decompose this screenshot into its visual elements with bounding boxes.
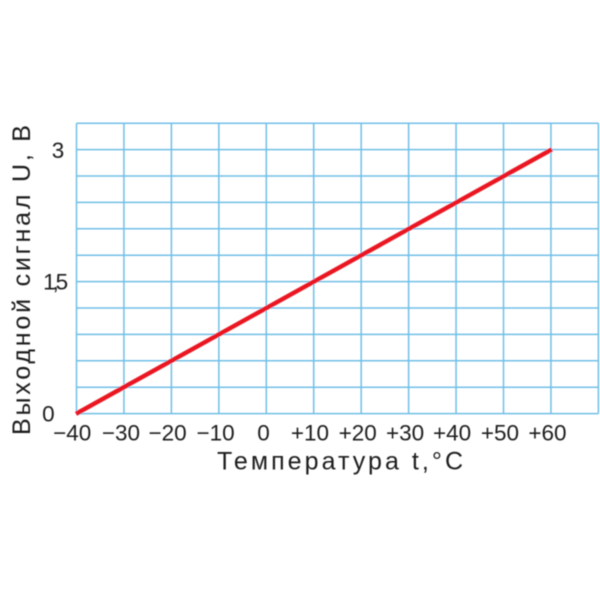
svg-text:Температура t,°C: Температура t,°C xyxy=(217,448,463,476)
svg-text:+60: +60 xyxy=(528,421,566,446)
svg-text:1,5: 1,5 xyxy=(43,269,68,294)
svg-text:−30: −30 xyxy=(102,421,140,446)
svg-text:+30: +30 xyxy=(386,421,424,446)
svg-text:−40: −40 xyxy=(53,421,91,446)
svg-text:3: 3 xyxy=(52,138,65,163)
svg-text:−20: −20 xyxy=(149,421,187,446)
svg-text:+10: +10 xyxy=(291,421,329,446)
svg-text:+20: +20 xyxy=(339,421,377,446)
svg-text:Выходной сигнал U, В: Выходной сигнал U, В xyxy=(8,125,36,435)
svg-text:0: 0 xyxy=(42,402,55,427)
svg-text:−10: −10 xyxy=(197,421,235,446)
svg-text:0: 0 xyxy=(257,421,270,446)
svg-text:+40: +40 xyxy=(433,421,471,446)
svg-text:+50: +50 xyxy=(481,421,519,446)
